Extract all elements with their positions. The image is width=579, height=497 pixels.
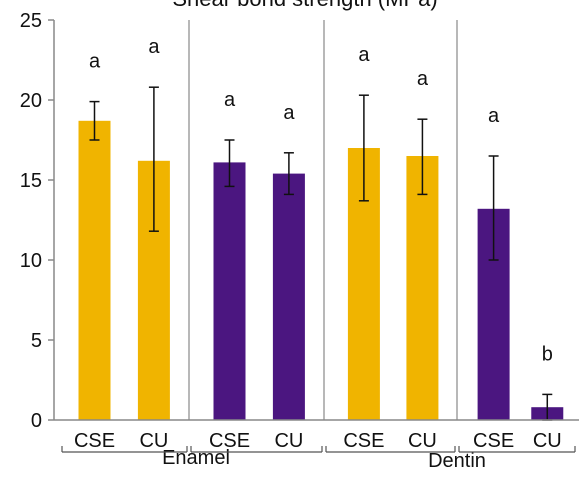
- y-tick-label: 5: [31, 330, 42, 352]
- x-tick-label: CU: [408, 430, 437, 452]
- significance-letter: a: [488, 105, 500, 127]
- y-tick-label: 0: [31, 410, 42, 432]
- y-tick-label: 15: [20, 170, 42, 192]
- bars: [78, 120, 564, 421]
- significance-letter: a: [148, 36, 160, 58]
- group-label-dentin: Dentin: [428, 450, 486, 472]
- significance-letter: a: [417, 68, 429, 90]
- chart-title: Shear bond strength (MPa): [172, 0, 437, 11]
- x-tick-label: CU: [274, 430, 303, 452]
- significance-letter: b: [542, 343, 553, 365]
- significance-letter: a: [283, 102, 295, 124]
- y-axis: 0 5 10 15 20 25: [20, 10, 55, 432]
- x-tick-label: CSE: [74, 430, 115, 452]
- x-tick-label: CSE: [209, 430, 250, 452]
- x-tick-label: CU: [139, 430, 168, 452]
- bar-cu: [272, 173, 305, 420]
- bar-cse: [78, 120, 111, 421]
- x-tick-label: CSE: [343, 430, 384, 452]
- y-tick-label: 20: [20, 90, 42, 112]
- bar-cu: [406, 156, 439, 420]
- x-tick-label: CU: [533, 430, 562, 452]
- panel-dividers: [188, 20, 458, 420]
- significance-letter: a: [224, 89, 236, 111]
- y-tick-label: 25: [20, 10, 42, 32]
- significance-letter: a: [358, 44, 370, 66]
- group-labels: Enamel Dentin: [61, 446, 576, 472]
- error-bars: [89, 86, 553, 421]
- x-axis: CSE CU CSE CU CSE CU CSE CU: [54, 419, 579, 452]
- y-tick-label: 10: [20, 250, 42, 272]
- group-label-enamel: Enamel: [162, 447, 230, 469]
- significance-letter: a: [89, 51, 101, 73]
- bar-cse: [213, 162, 246, 420]
- significance-letters: a a a a a a a b: [89, 36, 553, 365]
- x-tick-label: CSE: [473, 430, 514, 452]
